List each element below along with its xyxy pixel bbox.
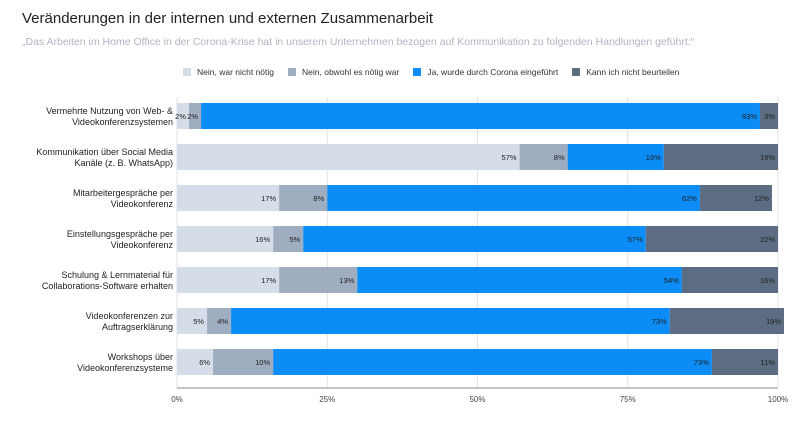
legend-item: Ja, wurde durch Corona eingeführt xyxy=(413,67,558,77)
category-label: Mitarbeitergespräche per xyxy=(73,188,173,198)
bar-segment xyxy=(279,267,358,293)
legend-item: Kann ich nicht beurteilen xyxy=(572,67,679,77)
bar-segment xyxy=(273,349,712,375)
bar-segment xyxy=(357,267,682,293)
bar-value-label: 19% xyxy=(766,317,781,326)
bar-segment xyxy=(699,185,772,211)
bar-value-label: 3% xyxy=(764,112,775,121)
bar-segment xyxy=(669,308,785,334)
bar-segment xyxy=(567,144,664,170)
category-label: Vermehrte Nutzung von Web- & xyxy=(46,106,173,116)
bar-value-label: 10% xyxy=(255,358,270,367)
bar-value-label: 5% xyxy=(289,235,300,244)
bar-value-label: 73% xyxy=(694,358,709,367)
bar-segment xyxy=(177,103,190,129)
bar-segment xyxy=(273,226,304,252)
bar-value-label: 19% xyxy=(760,153,775,162)
category-label: Collaborations-Software erhalten xyxy=(42,281,173,291)
category-label: Auftragserklärung xyxy=(102,322,173,332)
bar-segment xyxy=(177,267,280,293)
legend-item: Nein, war nicht nötig xyxy=(183,67,274,77)
legend-item: Nein, obwohl es nötig war xyxy=(288,67,399,77)
bar-segment xyxy=(177,349,214,375)
bar-value-label: 4% xyxy=(217,317,228,326)
category-label: Videokonferenzen zur xyxy=(86,311,173,321)
bar-segment xyxy=(189,103,202,129)
bar-segment xyxy=(177,226,274,252)
category-label: Schulung & Lernmaterial für xyxy=(61,270,173,280)
bar-segment xyxy=(681,267,778,293)
chart-legend: Nein, war nicht nötig Nein, obwohl es nöt… xyxy=(183,65,693,79)
category-label: Kanäle (z. B. WhatsApp) xyxy=(74,158,173,168)
bar-value-label: 8% xyxy=(313,194,324,203)
bar-value-label: 16% xyxy=(760,276,775,285)
bar-value-label: 6% xyxy=(199,358,210,367)
chart-title: Veränderungen in der internen und extern… xyxy=(22,10,434,27)
x-tick-label: 0% xyxy=(171,395,183,404)
legend-swatch xyxy=(572,68,581,76)
category-label: Videokonferenz xyxy=(111,240,174,250)
bar-value-label: 54% xyxy=(664,276,679,285)
bar-value-label: 11% xyxy=(761,358,776,367)
bar-value-label: 16% xyxy=(646,153,661,162)
legend-label: Nein, obwohl es nötig war xyxy=(302,67,400,77)
bar-segment xyxy=(213,349,274,375)
category-label: Videokonferenzsysteme xyxy=(77,363,173,373)
bar-value-label: 13% xyxy=(339,276,354,285)
bar-value-label: 62% xyxy=(682,194,697,203)
bar-segment xyxy=(663,144,778,170)
legend-swatch xyxy=(288,68,297,76)
legend-label: Nein, war nicht nötig xyxy=(197,67,275,77)
bar-value-label: 93% xyxy=(742,112,757,121)
category-label: Workshops über xyxy=(108,352,173,362)
bar-value-label: 2% xyxy=(175,112,186,121)
bar-value-label: 16% xyxy=(255,235,270,244)
chart-subtitle: „Das Arbeiten im Home Office in der Coro… xyxy=(22,36,695,48)
bar-value-label: 57% xyxy=(628,235,643,244)
bar-value-label: 17% xyxy=(261,194,276,203)
bar-segment xyxy=(177,185,280,211)
legend-swatch xyxy=(413,68,422,76)
bar-value-label: 2% xyxy=(187,112,198,121)
bar-segment xyxy=(201,103,760,129)
legend-label: Ja, wurde durch Corona eingeführt xyxy=(427,67,559,77)
bar-segment xyxy=(711,349,778,375)
legend-label: Kann ich nicht beurteilen xyxy=(586,67,680,77)
bar-segment xyxy=(759,103,778,129)
bar-value-label: 8% xyxy=(554,153,565,162)
category-label: Einstellungsgespräche per xyxy=(67,229,173,239)
x-tick-label: 100% xyxy=(768,395,788,404)
bar-value-label: 73% xyxy=(652,317,667,326)
x-tick-label: 75% xyxy=(620,395,636,404)
bar-segment xyxy=(231,308,670,334)
bar-value-label: 12% xyxy=(754,194,769,203)
bar-segment xyxy=(645,226,778,252)
x-tick-label: 50% xyxy=(469,395,485,404)
bar-value-label: 5% xyxy=(193,317,204,326)
bar-segment xyxy=(177,308,208,334)
bar-segment xyxy=(303,226,646,252)
bar-value-label: 57% xyxy=(502,153,517,162)
category-label: Kommunikation über Social Media xyxy=(36,147,173,157)
bar-segment xyxy=(279,185,328,211)
bar-segment xyxy=(177,144,520,170)
bar-segment xyxy=(519,144,568,170)
x-tick-label: 25% xyxy=(319,395,335,404)
bar-value-label: 22% xyxy=(760,235,775,244)
category-label: Videokonferenz xyxy=(111,199,174,209)
category-label: Videokonferenzsystemen xyxy=(72,117,173,127)
bar-value-label: 17% xyxy=(261,276,276,285)
bar-segment xyxy=(327,185,700,211)
legend-swatch xyxy=(183,68,191,76)
bar-segment xyxy=(207,308,232,334)
